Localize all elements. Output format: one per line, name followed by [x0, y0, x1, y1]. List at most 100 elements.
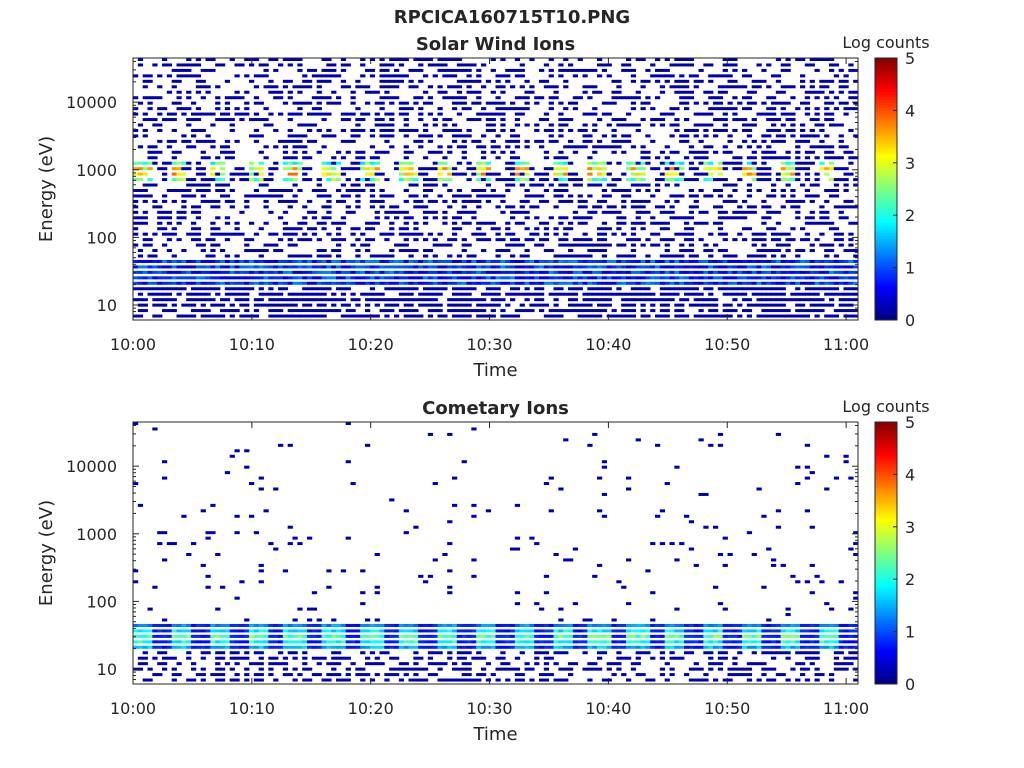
heatmap-cell	[437, 68, 443, 72]
heatmap-cell	[157, 623, 163, 627]
heatmap-cell	[500, 265, 506, 269]
heatmap-cell	[703, 221, 709, 225]
heatmap-cell	[698, 492, 704, 496]
heatmap-cell	[466, 629, 472, 633]
heatmap-cell	[485, 172, 492, 176]
heatmap-cell	[640, 287, 646, 291]
heatmap-cell	[669, 265, 675, 269]
heatmap-cell	[355, 189, 361, 192]
heatmap-cell	[220, 167, 226, 171]
heatmap-cell	[630, 145, 637, 149]
y-tick-label: 10000	[66, 93, 117, 112]
heatmap-cell	[133, 216, 139, 220]
heatmap-cell	[389, 640, 395, 644]
heatmap-cell	[398, 298, 405, 302]
heatmap-cell	[626, 189, 632, 192]
heatmap-cell	[442, 118, 448, 122]
heatmap-cell	[413, 634, 419, 638]
heatmap-cell	[592, 112, 598, 116]
heatmap-cell	[360, 591, 366, 595]
heatmap-cell	[384, 298, 390, 302]
heatmap-cell	[838, 238, 844, 242]
heatmap-cell	[408, 314, 414, 318]
heatmap-cell	[437, 172, 443, 176]
heatmap-cell	[471, 623, 477, 627]
heatmap-cell	[785, 58, 791, 61]
heatmap-cell	[263, 145, 269, 149]
heatmap-cell	[442, 183, 448, 187]
heatmap-cell	[722, 287, 728, 291]
heatmap-cell	[563, 243, 569, 247]
heatmap-cell	[210, 221, 216, 225]
heatmap-cell	[597, 303, 603, 307]
heatmap-cell	[785, 629, 791, 633]
axes-box	[132, 57, 859, 321]
heatmap-cell	[587, 96, 593, 100]
heatmap-cell	[239, 96, 245, 100]
heatmap-cell	[302, 178, 308, 182]
heatmap-cell	[142, 172, 148, 176]
heatmap-cell	[809, 194, 815, 198]
heatmap-cell	[229, 58, 235, 61]
heatmap-cell	[529, 629, 535, 633]
heatmap-cell	[640, 183, 646, 187]
heatmap-cell	[751, 79, 757, 83]
heatmap-cell	[534, 270, 540, 274]
heatmap-cell	[423, 249, 429, 253]
heatmap-cell	[742, 281, 748, 285]
heatmap-cell	[780, 303, 786, 307]
heatmap-cell	[746, 270, 753, 274]
heatmap-cell	[655, 514, 661, 518]
heatmap-cell	[597, 172, 603, 176]
heatmap-cell	[621, 199, 627, 203]
heatmap-cell	[331, 90, 337, 94]
heatmap-cell	[664, 314, 670, 318]
heatmap-cell	[688, 276, 695, 280]
heatmap-cell	[350, 101, 356, 105]
heatmap-cell	[737, 178, 743, 182]
heatmap-cell	[505, 205, 511, 209]
heatmap-cell	[708, 167, 714, 171]
heatmap-cell	[278, 303, 284, 307]
heatmap-cell	[722, 232, 728, 236]
heatmap-cell	[756, 265, 762, 269]
heatmap-cell	[650, 303, 656, 307]
heatmap-cell	[534, 298, 540, 302]
heatmap-cell	[761, 585, 767, 589]
heatmap-cell	[563, 292, 569, 296]
heatmap-cell	[282, 210, 289, 214]
heatmap-cell	[369, 265, 376, 269]
heatmap-cell	[403, 276, 409, 280]
heatmap-cell	[766, 227, 772, 231]
heatmap-cell	[539, 221, 545, 225]
heatmap-cell	[742, 107, 748, 111]
heatmap-cell	[152, 314, 158, 318]
heatmap-cell	[398, 629, 405, 633]
heatmap-cell	[215, 243, 221, 247]
heatmap-cell	[524, 254, 530, 258]
heatmap-cell	[408, 85, 414, 89]
heatmap-cell	[722, 309, 728, 313]
heatmap-cell	[432, 216, 438, 220]
colorbar-segment	[875, 102, 897, 106]
heatmap-cell	[466, 63, 472, 67]
heatmap-cell	[534, 634, 540, 638]
heatmap-cell	[471, 189, 477, 192]
heatmap-cell	[287, 199, 293, 203]
heatmap-cell	[350, 232, 356, 236]
heatmap-cell	[389, 227, 395, 231]
heatmap-cell	[727, 199, 733, 203]
heatmap-cell	[133, 172, 139, 176]
heatmap-cell	[365, 90, 371, 94]
heatmap-cell	[418, 629, 424, 633]
heatmap-cell	[340, 281, 347, 285]
heatmap-cell	[176, 150, 182, 154]
heatmap-cell	[587, 161, 593, 165]
heatmap-cell	[326, 281, 332, 285]
heatmap-cell	[553, 270, 559, 274]
heatmap-cell	[640, 199, 646, 203]
heatmap-cell	[432, 210, 438, 214]
heatmap-cell	[403, 189, 409, 192]
heatmap-cell	[355, 178, 361, 182]
heatmap-cell	[829, 249, 835, 253]
